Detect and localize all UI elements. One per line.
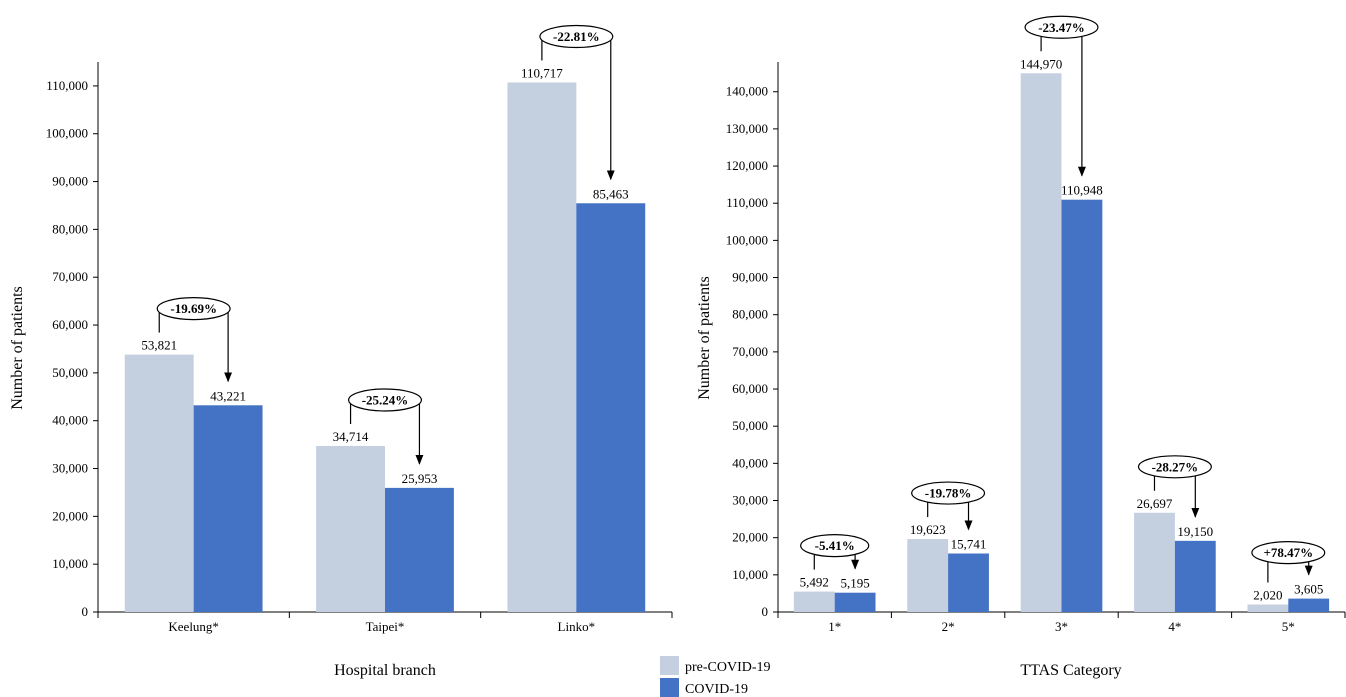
right-change-oval [800, 533, 870, 558]
left-x-axis-title: Hospital branch [334, 662, 436, 679]
right-bar-value-label: 3,605 [1294, 582, 1323, 597]
right-bar-value-label: 26,697 [1137, 496, 1173, 511]
left-change-percent-label: -25.24% [362, 392, 409, 407]
right-bar-value-label: 110,948 [1061, 183, 1103, 198]
left-bar-pre-covid [507, 82, 577, 613]
right-category-label: 1* [828, 619, 841, 634]
left-change-oval [348, 388, 423, 412]
left-y-tick-label: 50,000 [52, 365, 88, 380]
right-y-tick-label: 120,000 [726, 158, 768, 173]
left-y-tick-label: 60,000 [52, 317, 88, 332]
right-change-percent-label: -19.78% [925, 486, 972, 501]
left-change-percent-label: -19.69% [170, 301, 217, 316]
left-bar-covid [385, 487, 454, 612]
left-change-percent-label: -22.81% [553, 29, 600, 44]
left-y-tick-label: 30,000 [52, 461, 88, 476]
right-y-tick-label: 20,000 [732, 530, 768, 545]
left-y-tick-label: 20,000 [52, 508, 88, 523]
right-y-tick-label: 60,000 [732, 381, 768, 396]
left-category-label: Taipei* [366, 619, 405, 634]
right-bar-value-label: 2,020 [1253, 587, 1282, 602]
right-y-tick-label: 50,000 [732, 418, 768, 433]
right-y-tick-label: 130,000 [726, 121, 768, 136]
right-y-tick-label: 30,000 [732, 493, 768, 508]
right-y-axis-title: Number of patients [696, 276, 713, 400]
right-bar-value-label: 15,741 [951, 537, 987, 552]
ttas-category-chart: Number of patients TTAS Category 0 10,000… [696, 15, 1346, 679]
left-category-label: Linko* [558, 619, 596, 634]
right-y-tick-label: 10,000 [732, 567, 768, 582]
right-y-tick-label: 0 [762, 604, 769, 619]
right-y-tick-label: 90,000 [732, 270, 768, 285]
left-y-tick-label: 70,000 [52, 269, 88, 284]
right-category-label: 3* [1055, 619, 1068, 634]
right-bar-pre-covid [1020, 73, 1062, 612]
right-bar-value-label: 19,623 [910, 522, 946, 537]
right-bar-value-label: 5,492 [800, 575, 829, 590]
legend-label-pre-covid: pre-COVID-19 [685, 660, 771, 675]
left-bar-covid [193, 405, 263, 612]
left-change-oval [156, 296, 231, 321]
right-category-label: 4* [1168, 619, 1181, 634]
legend-swatch-covid [660, 678, 679, 697]
left-bar-value-label: 34,714 [333, 429, 369, 444]
left-bar-value-label: 43,221 [210, 388, 246, 403]
right-change-oval [1251, 541, 1326, 565]
right-bar-pre-covid [793, 591, 835, 612]
left-bar-value-label: 25,953 [402, 471, 438, 486]
right-bar-value-label: 144,970 [1020, 56, 1062, 71]
right-category-label: 2* [942, 619, 955, 634]
right-y-tick-label: 110,000 [726, 195, 768, 210]
left-y-tick-label: 90,000 [52, 174, 88, 189]
left-bar-value-label: 53,821 [141, 338, 177, 353]
left-bar-pre-covid [124, 354, 194, 612]
right-y-tick-label: 80,000 [732, 307, 768, 322]
legend-swatch-pre-covid [660, 656, 679, 675]
legend: pre-COVID-19 COVID-19 [660, 656, 771, 697]
left-y-tick-label: 10,000 [52, 556, 88, 571]
left-bar-value-label: 85,463 [593, 186, 629, 201]
left-y-axis-title: Number of patients [9, 286, 26, 410]
left-y-tick-label: 0 [82, 604, 89, 619]
right-bar-pre-covid [907, 539, 949, 612]
right-change-oval [1137, 455, 1212, 479]
right-bar-covid [1174, 540, 1216, 612]
left-y-tick-label: 80,000 [52, 221, 88, 236]
right-change-percent-label: -28.27% [1152, 459, 1199, 474]
right-change-percent-label: +78.47% [1263, 545, 1313, 560]
left-y-tick-label: 100,000 [46, 126, 88, 141]
right-x-axis-title: TTAS Category [1020, 662, 1121, 679]
right-change-percent-label: -5.41% [815, 538, 855, 553]
left-y-tick-label: 40,000 [52, 413, 88, 428]
left-y-tick-label: 110,000 [46, 78, 88, 93]
right-change-oval [1024, 15, 1099, 39]
left-bar-covid [576, 203, 646, 612]
left-category-label: Keelung* [168, 619, 219, 634]
right-plot-area: 0 10,000 20,000 30,000 40,000 50,000 60,000 70,… [726, 15, 1346, 634]
right-bar-pre-covid [1247, 604, 1289, 612]
right-bar-covid [1288, 598, 1330, 612]
right-bar-covid [1061, 199, 1103, 612]
right-change-oval [911, 481, 986, 505]
right-category-label: 5* [1282, 619, 1295, 634]
right-y-tick-label: 40,000 [732, 455, 768, 470]
right-y-tick-label: 100,000 [726, 232, 768, 247]
legend-label-covid: COVID-19 [685, 682, 748, 697]
right-bar-covid [834, 592, 876, 612]
right-y-tick-label: 140,000 [726, 84, 768, 99]
left-bar-pre-covid [316, 445, 385, 612]
left-bar-value-label: 110,717 [521, 65, 563, 80]
left-change-oval [539, 24, 614, 49]
right-bar-value-label: 5,195 [840, 576, 869, 591]
right-bar-pre-covid [1134, 512, 1175, 612]
right-y-tick-label: 70,000 [732, 344, 768, 359]
hospital-branch-chart: Number of patients Hospital branch 0 10,0… [9, 24, 673, 679]
right-change-percent-label: -23.47% [1038, 20, 1085, 35]
left-plot-area: 0 10,000 20,000 30,000 40,000 50,000 60,000 70,… [46, 24, 673, 634]
right-bar-covid [948, 553, 989, 612]
right-bar-value-label: 19,150 [1177, 524, 1213, 539]
